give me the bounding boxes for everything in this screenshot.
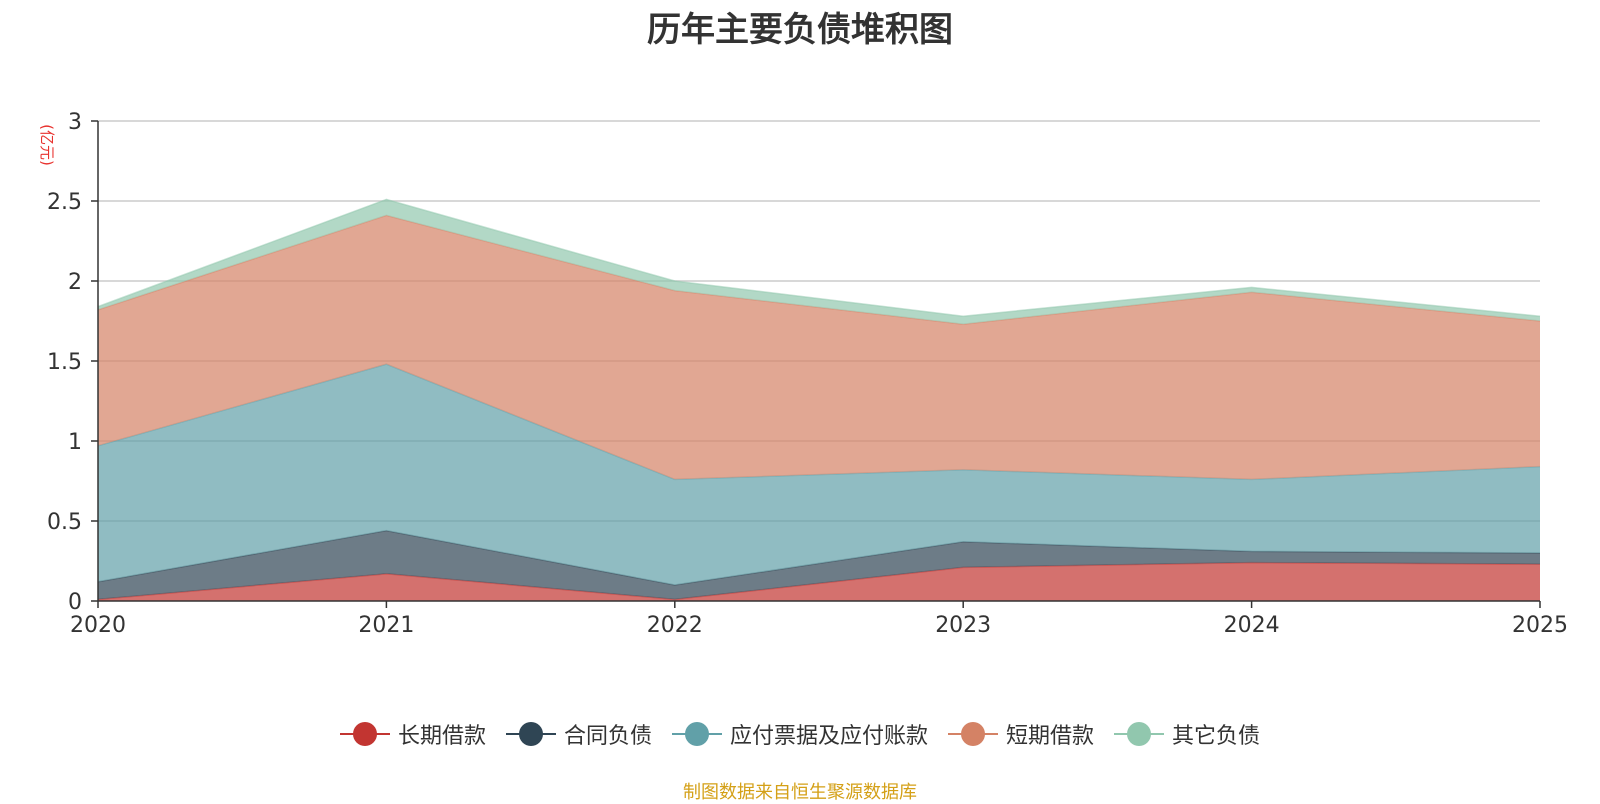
- x-tick-label: 2020: [70, 613, 126, 638]
- legend-item-1[interactable]: 长期借款: [339, 718, 486, 750]
- legend-marker-dot: [518, 722, 543, 746]
- legend-label: 应付票据及应付账款: [729, 724, 928, 749]
- y-tick-label: 2: [68, 270, 82, 295]
- x-tick-label: 2025: [1512, 613, 1568, 638]
- x-tick-label: 2022: [647, 613, 703, 638]
- area-series-2[interactable]: [98, 530, 1540, 600]
- data-source-note: 制图数据来自恒生聚源数据库: [683, 782, 917, 803]
- legend-item-5[interactable]: 其它负债: [1114, 718, 1260, 750]
- area-series-1[interactable]: [98, 562, 1540, 601]
- area-series-group: [97, 198, 1541, 601]
- tick-labels: 0 0.5 1 1.5 2 2.5 3 2020 2021 2022 2023 2024 2025: [47, 110, 1568, 638]
- area-series-4[interactable]: [98, 215, 1540, 480]
- legend-marker-icon: [505, 721, 556, 747]
- y-tick-label: 0: [68, 590, 82, 615]
- x-tick-label: 2023: [935, 613, 991, 638]
- x-tick-label: 2024: [1224, 613, 1280, 638]
- legend-marker-dot: [684, 722, 709, 746]
- chart-title: 历年主要负债堆积图: [647, 10, 953, 50]
- y-tick-label: 2.5: [47, 190, 82, 215]
- legend-item-3[interactable]: 应付票据及应付账款: [671, 718, 928, 750]
- y-tick-label: 1.5: [47, 350, 82, 375]
- legend-marker-dot: [352, 722, 377, 746]
- legend-label: 短期借款: [1006, 724, 1095, 749]
- legend-marker-dot: [961, 722, 985, 746]
- legend-label: 长期借款: [397, 724, 486, 749]
- legend-label: 其它负债: [1172, 724, 1261, 749]
- area-series-edge-5: [97, 198, 1541, 317]
- y-tick-label: 0.5: [47, 510, 82, 535]
- legend-marker-icon: [1114, 721, 1165, 747]
- y-tick-label: 3: [68, 110, 82, 135]
- legend-item-2[interactable]: 合同负债: [505, 718, 652, 750]
- legend-label: 合同负债: [563, 724, 652, 749]
- x-tick-label: 2021: [358, 613, 414, 638]
- legend-marker-icon: [948, 721, 998, 747]
- y-tick-label: 1: [68, 430, 82, 455]
- area-series-5[interactable]: [98, 199, 1540, 325]
- area-series-edge-2: [97, 529, 1541, 586]
- legend: 长期借款 合同负债 应付票据及应付账款 短期借款 其它负债: [0, 718, 1600, 750]
- legend-marker-icon: [339, 721, 390, 747]
- legend-item-4[interactable]: 短期借款: [948, 718, 1094, 750]
- y-axis-unit-label: (亿元): [38, 124, 56, 166]
- axes: [91, 120, 1541, 608]
- legend-marker-icon: [671, 721, 722, 747]
- legend-marker-dot: [1127, 722, 1152, 746]
